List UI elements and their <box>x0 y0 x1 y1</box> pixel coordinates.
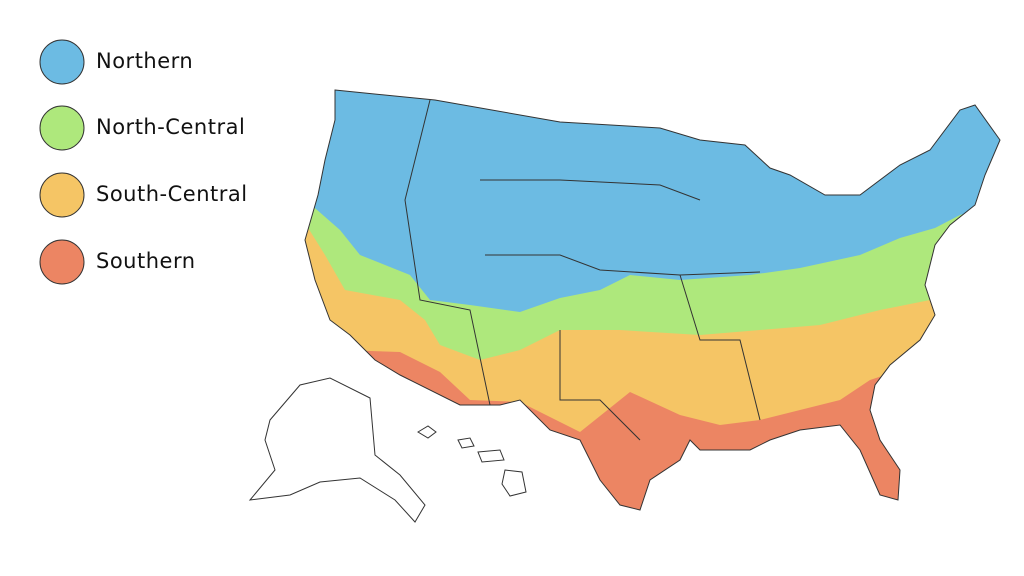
state-line <box>559 330 641 441</box>
legend-label: Southern <box>96 249 196 273</box>
legend-label: North-Central <box>96 115 245 139</box>
legend-label: Northern <box>96 49 193 73</box>
island <box>501 469 527 497</box>
island <box>417 425 437 439</box>
state-line <box>679 274 761 421</box>
hawaii <box>417 425 527 497</box>
island <box>477 449 505 463</box>
state-line <box>480 179 701 201</box>
legend: Northern North-Central South-Central Southe… <box>39 39 248 285</box>
legend-swatch <box>39 239 85 285</box>
legend-label: South-Central <box>96 182 248 206</box>
state-line <box>404 99 491 406</box>
state-line <box>485 254 761 276</box>
legend-swatch <box>39 172 85 218</box>
alaska <box>248 377 426 523</box>
island <box>457 437 475 449</box>
legend-swatch <box>39 39 85 85</box>
us-outline <box>304 89 1001 511</box>
map <box>248 89 1001 523</box>
legend-swatch <box>39 105 85 151</box>
